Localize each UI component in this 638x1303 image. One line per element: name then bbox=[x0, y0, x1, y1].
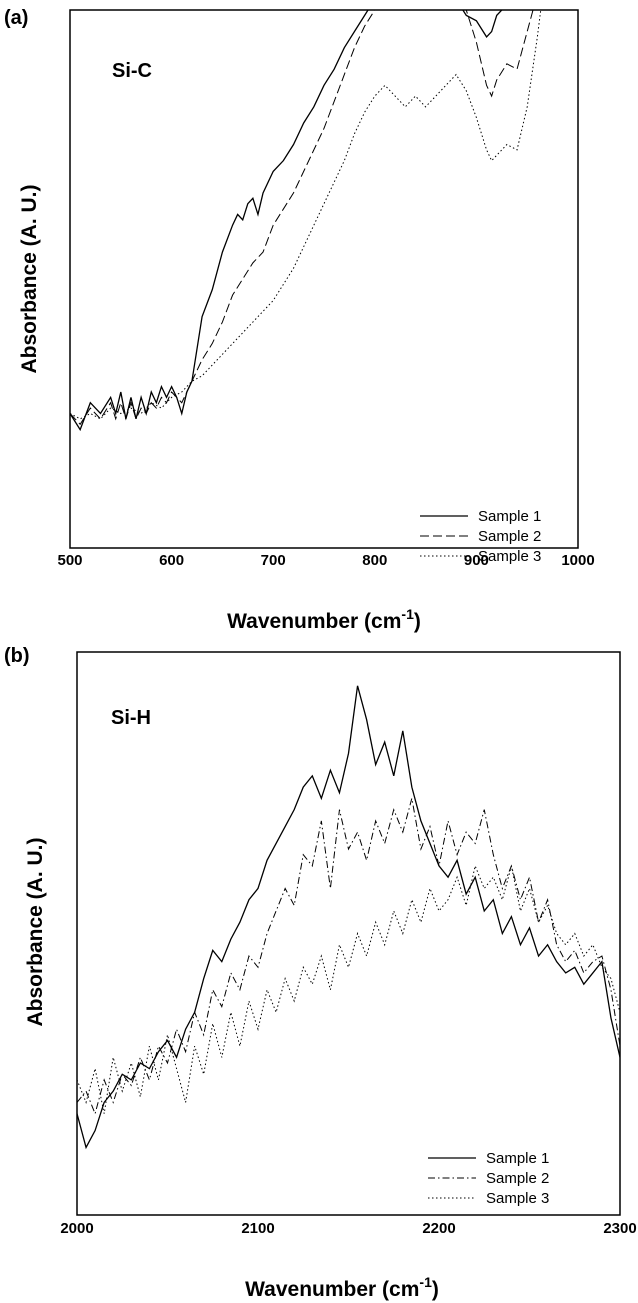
x-tick-label-b: 2200 bbox=[422, 1220, 455, 1237]
x-tick-label-b: 2300 bbox=[603, 1220, 636, 1237]
annotation-b: Si-H bbox=[111, 707, 151, 729]
plot-frame-a bbox=[69, 9, 579, 549]
x-tick-label-a: 500 bbox=[57, 552, 82, 569]
legend-label-2: Sample 2 bbox=[478, 528, 541, 545]
legend-label-1: Sample 1 bbox=[478, 508, 541, 525]
x-axis-title-b: Wavenumber (cm-1) bbox=[245, 1274, 439, 1301]
series-line-3 bbox=[70, 10, 542, 420]
x-tick-label-a: 900 bbox=[464, 552, 489, 569]
x-axis-title-b-close: ) bbox=[432, 1278, 439, 1301]
series-line-1 bbox=[70, 10, 503, 432]
series-group-a bbox=[70, 10, 542, 432]
chart-panel-b: (b) Si-H 2000 2100 2200 2300 Absorbance (A.… bbox=[4, 645, 637, 1301]
x-axis-title-b-sup: -1 bbox=[419, 1274, 432, 1290]
legend-label-3: Sample 3 bbox=[486, 1190, 549, 1207]
series-line-2 bbox=[70, 10, 534, 426]
y-axis-title-b: Absorbance (A. U.) bbox=[24, 837, 47, 1026]
panel-label-a: (a) bbox=[4, 7, 28, 29]
x-ticks-b: 2000 2100 2200 2300 bbox=[60, 1220, 636, 1237]
legend-b: Sample 1 Sample 2 Sample 3 bbox=[428, 1150, 549, 1207]
x-axis-title-a-close: ) bbox=[414, 610, 421, 633]
series-line-2 bbox=[77, 798, 620, 1116]
plot-frame-b bbox=[76, 651, 621, 1216]
x-axis-title-a-sup: -1 bbox=[401, 606, 414, 622]
x-axis-title-b-main: Wavenumber (cm bbox=[245, 1278, 419, 1301]
panel-label-b: (b) bbox=[4, 645, 30, 667]
legend-label-1: Sample 1 bbox=[486, 1150, 549, 1167]
x-axis-title-a-main: Wavenumber (cm bbox=[227, 610, 401, 633]
series-line-1 bbox=[77, 685, 620, 1150]
x-ticks-a: 500 600 700 800 900 1000 bbox=[57, 552, 594, 569]
series-group-b bbox=[77, 685, 620, 1150]
x-axis-title-a: Wavenumber (cm-1) bbox=[227, 606, 421, 633]
chart-panel-a: (a) Si-C 500 600 700 800 900 1000 Absorbance … bbox=[4, 7, 595, 633]
x-tick-label-b: 2100 bbox=[241, 1220, 274, 1237]
annotation-a: Si-C bbox=[112, 60, 152, 82]
y-axis-title-a: Absorbance (A. U.) bbox=[18, 184, 41, 373]
x-tick-label-a: 1000 bbox=[561, 552, 594, 569]
x-tick-label-a: 600 bbox=[159, 552, 184, 569]
x-tick-label-a: 700 bbox=[261, 552, 286, 569]
legend-label-3: Sample 3 bbox=[478, 548, 541, 565]
x-tick-label-b: 2000 bbox=[60, 1220, 93, 1237]
legend-a: Sample 1 Sample 2 Sample 3 bbox=[420, 508, 541, 565]
x-tick-label-a: 800 bbox=[362, 552, 387, 569]
series-line-3 bbox=[77, 864, 620, 1114]
legend-label-2: Sample 2 bbox=[486, 1170, 549, 1187]
